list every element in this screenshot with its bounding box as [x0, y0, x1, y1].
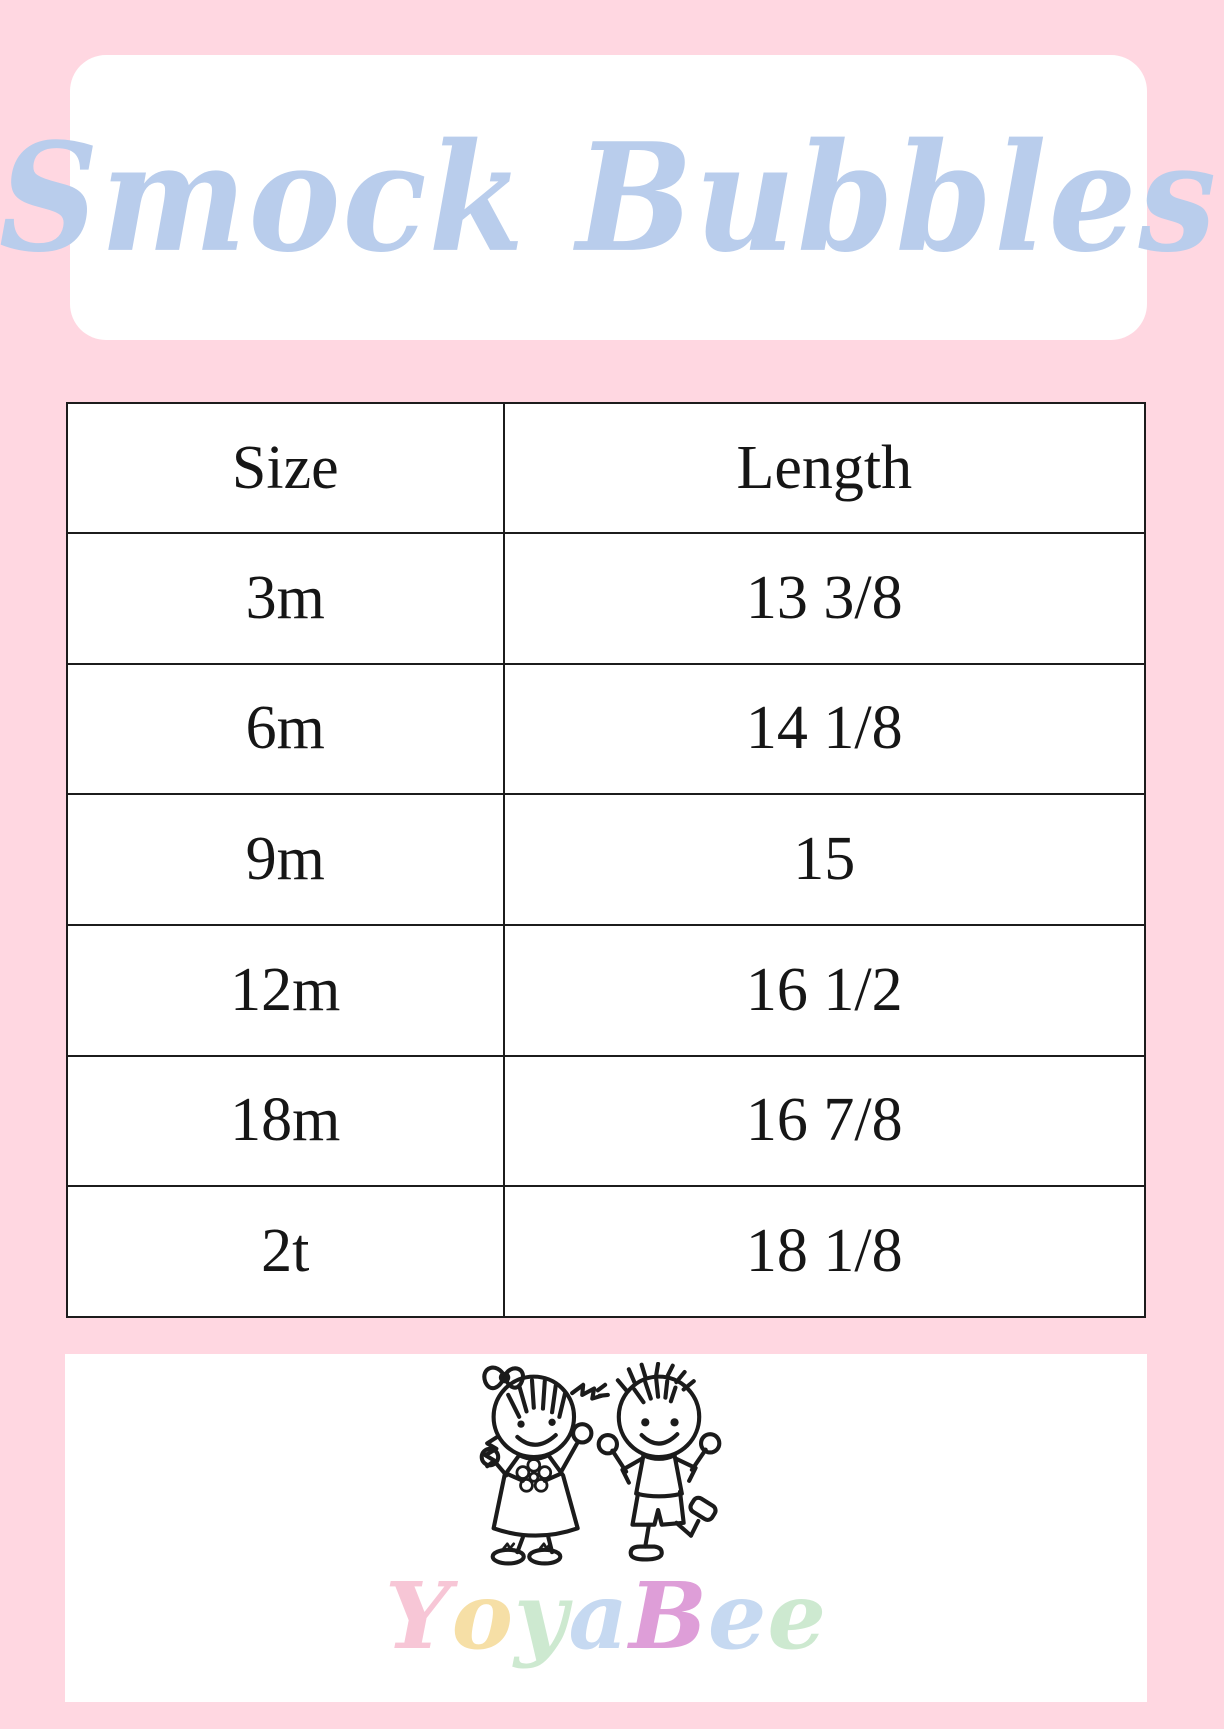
length-cell: 16 1/2 [502, 923, 1147, 1057]
size-cell: 18m [66, 1054, 505, 1188]
brand-letter: o [451, 1562, 515, 1670]
column-header-size: Size [66, 402, 505, 534]
size-cell: 12m [66, 923, 505, 1057]
table-row: 3m 13 3/8 [66, 532, 1147, 665]
table-row: 12m 16 1/2 [66, 923, 1147, 1057]
length-cell: 14 1/8 [502, 662, 1147, 796]
brand-letter: a [568, 1562, 630, 1670]
brand-logo: YoyaBee [385, 1568, 827, 1665]
size-cell: 9m [66, 793, 505, 926]
table-row: 2t 18 1/8 [66, 1185, 1147, 1318]
table-row: 6m 14 1/8 [66, 662, 1147, 796]
length-cell: 18 1/8 [502, 1185, 1147, 1318]
table-row: 9m 15 [66, 793, 1147, 926]
brand-footer-card: YoyaBee [65, 1354, 1147, 1702]
length-cell: 13 3/8 [502, 532, 1147, 665]
brand-letter: Y [384, 1562, 452, 1670]
title-card: Smock Bubbles [0, 55, 1216, 340]
column-header-length: Length [502, 402, 1147, 534]
brand-letter: e [707, 1562, 768, 1670]
size-chart-table: Size Length 3m 13 3/8 6m 14 1/8 9m 15 12… [66, 402, 1147, 1318]
brand-letter: y [514, 1562, 569, 1670]
size-cell: 6m [66, 662, 505, 796]
table-row: 18m 16 7/8 [66, 1054, 1147, 1188]
children-doodle-illustration [479, 1362, 722, 1566]
brand-letter: e [767, 1562, 827, 1670]
boy-doodle [596, 1362, 722, 1562]
brand-letter: B [629, 1562, 708, 1670]
size-cell: 3m [66, 532, 505, 665]
girl-doodle [479, 1365, 610, 1566]
table-header-row: Size Length [66, 402, 1147, 534]
page-title: Smock Bubbles [0, 109, 1219, 286]
length-cell: 16 7/8 [502, 1054, 1147, 1188]
length-cell: 15 [502, 793, 1147, 926]
size-cell: 2t [66, 1185, 505, 1318]
